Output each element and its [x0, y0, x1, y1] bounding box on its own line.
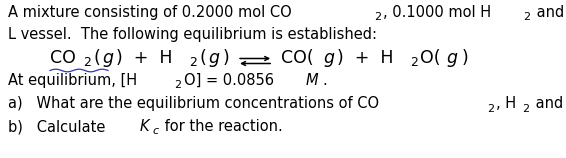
Text: 2: 2 [190, 57, 197, 70]
Text: b)   Calculate: b) Calculate [8, 119, 110, 134]
Text: 2: 2 [83, 57, 91, 70]
Text: g: g [323, 49, 335, 67]
Text: )  +  H: ) + H [337, 49, 394, 67]
Text: g: g [102, 49, 113, 67]
Text: 2: 2 [522, 103, 529, 113]
Text: A mixture consisting of 0.2000 mol CO: A mixture consisting of 0.2000 mol CO [8, 5, 291, 20]
Text: , H: , H [496, 96, 516, 111]
Text: ): ) [461, 49, 468, 67]
Text: CO(: CO( [281, 49, 314, 67]
Text: g: g [208, 49, 219, 67]
Text: CO: CO [50, 49, 76, 67]
Text: g: g [447, 49, 458, 67]
Text: and 0.1600 mol H: and 0.1600 mol H [532, 5, 566, 20]
Text: (: ( [200, 49, 206, 67]
Text: ): ) [222, 49, 229, 67]
Text: 2: 2 [487, 103, 494, 113]
Text: )  +  H: ) + H [117, 49, 173, 67]
Text: 2: 2 [410, 57, 418, 70]
Text: and CO?: and CO? [531, 96, 566, 111]
Text: 2: 2 [523, 12, 530, 22]
Text: c: c [152, 127, 158, 137]
Text: (: ( [93, 49, 100, 67]
Text: O(: O( [421, 49, 441, 67]
Text: for the reaction.: for the reaction. [160, 119, 282, 134]
Text: a)   What are the equilibrium concentrations of CO: a) What are the equilibrium concentratio… [8, 96, 379, 111]
Text: 2: 2 [374, 12, 381, 22]
Text: 2: 2 [175, 80, 182, 91]
Text: M: M [306, 73, 319, 88]
Text: .: . [322, 73, 327, 88]
Text: O] = 0.0856: O] = 0.0856 [184, 73, 278, 88]
Text: At equilibrium, [H: At equilibrium, [H [8, 73, 137, 88]
Text: L vessel.  The following equilibrium is established:: L vessel. The following equilibrium is e… [8, 27, 377, 42]
Text: K: K [140, 119, 149, 134]
Text: , 0.1000 mol H: , 0.1000 mol H [383, 5, 491, 20]
